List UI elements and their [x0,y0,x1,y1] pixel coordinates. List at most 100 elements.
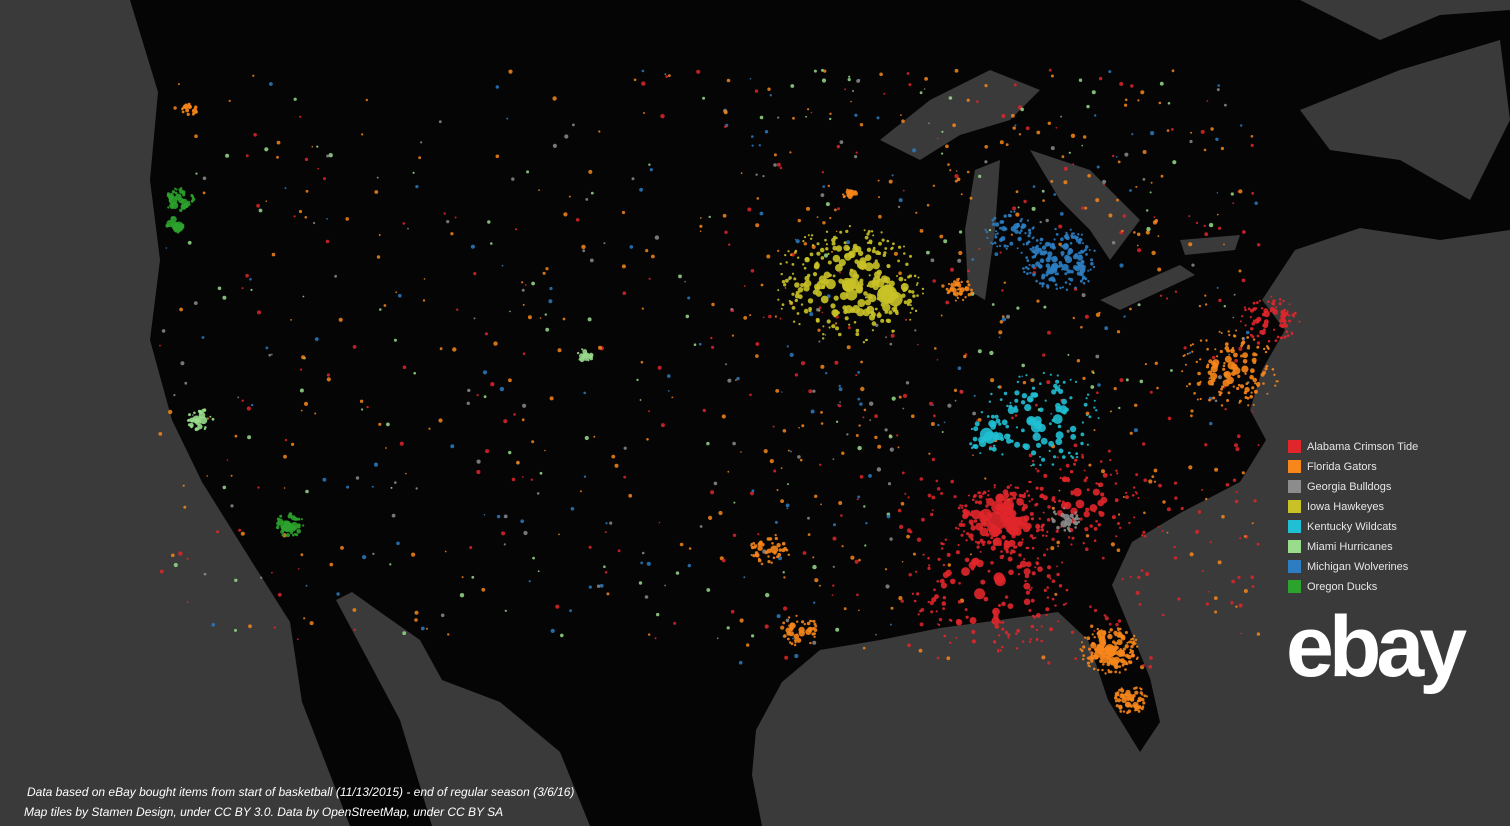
dot [1006,245,1009,248]
dot [1126,711,1129,715]
dot [1017,516,1028,527]
dot [967,269,970,273]
dot [544,449,546,452]
dot [1001,114,1006,118]
dot [1041,273,1046,278]
dot [847,193,853,199]
lake-michigan [965,160,1000,300]
dot [829,112,832,116]
dot [806,621,811,626]
dot [1093,539,1097,542]
dot [812,619,816,623]
dot [407,227,409,230]
dot [977,349,982,354]
dot [1003,499,1015,511]
dot [1132,642,1136,646]
dot [932,184,936,187]
dot [1243,306,1246,309]
dot [487,220,491,224]
dot [976,100,979,103]
dot [499,386,505,392]
dot [995,432,1004,441]
dot [995,510,1001,515]
dot [1262,382,1265,385]
dot [1086,414,1089,417]
dot [994,235,998,239]
dot [581,244,586,250]
dot [1036,299,1040,303]
dot [938,623,941,627]
dot [1133,231,1136,234]
dot [1055,406,1062,413]
dot [862,308,871,317]
dot [801,424,805,428]
dot [939,578,945,584]
dot [1049,373,1052,376]
dot [1084,527,1089,532]
dot [732,533,737,537]
dot [1015,632,1018,635]
dot [1204,303,1208,306]
dot [1085,547,1089,551]
dot [603,565,606,568]
dot [1081,421,1084,424]
dot [1054,512,1057,516]
dot [1274,384,1277,387]
dot [1063,528,1067,532]
dot [1094,114,1097,117]
dot [834,360,839,365]
dot [1072,163,1075,166]
dot [1220,387,1223,391]
dot [793,251,797,254]
dot [933,414,936,418]
dot [1119,263,1124,268]
dot [864,254,872,261]
dot [679,542,684,547]
dot [1032,378,1035,381]
dot [950,282,955,287]
dot [1271,368,1275,371]
dot [1040,282,1044,285]
dot [796,312,800,315]
dot [912,552,916,556]
dot [866,284,870,288]
dot [1239,399,1242,403]
dot [752,542,756,545]
dot [1146,209,1149,212]
dot [438,120,442,124]
dot [1101,651,1108,658]
dot [1096,644,1105,653]
dot [1028,263,1031,267]
dot [1046,266,1054,274]
dot [1249,333,1253,337]
dot [976,541,981,545]
dot [171,553,175,558]
dot [268,353,272,357]
dot [1005,247,1008,250]
dot [820,503,822,506]
dot [780,467,783,470]
dot [1024,579,1027,583]
dot [988,228,992,232]
dot [1133,634,1136,638]
dot [763,449,768,454]
dot [841,451,845,455]
dot [1149,656,1153,660]
dot [1002,489,1009,495]
dot [640,561,644,565]
dot [740,451,742,453]
dot [1011,491,1017,498]
dot [1048,68,1052,72]
dot [1056,540,1060,545]
dot [1002,554,1005,557]
dot [1159,294,1163,297]
dot [1083,511,1090,518]
dot [173,221,184,232]
dot [1086,104,1090,109]
dot [954,299,957,302]
dot [809,252,814,257]
dot [820,422,824,425]
dot [794,641,797,644]
dot [849,268,854,272]
dot [957,506,961,510]
